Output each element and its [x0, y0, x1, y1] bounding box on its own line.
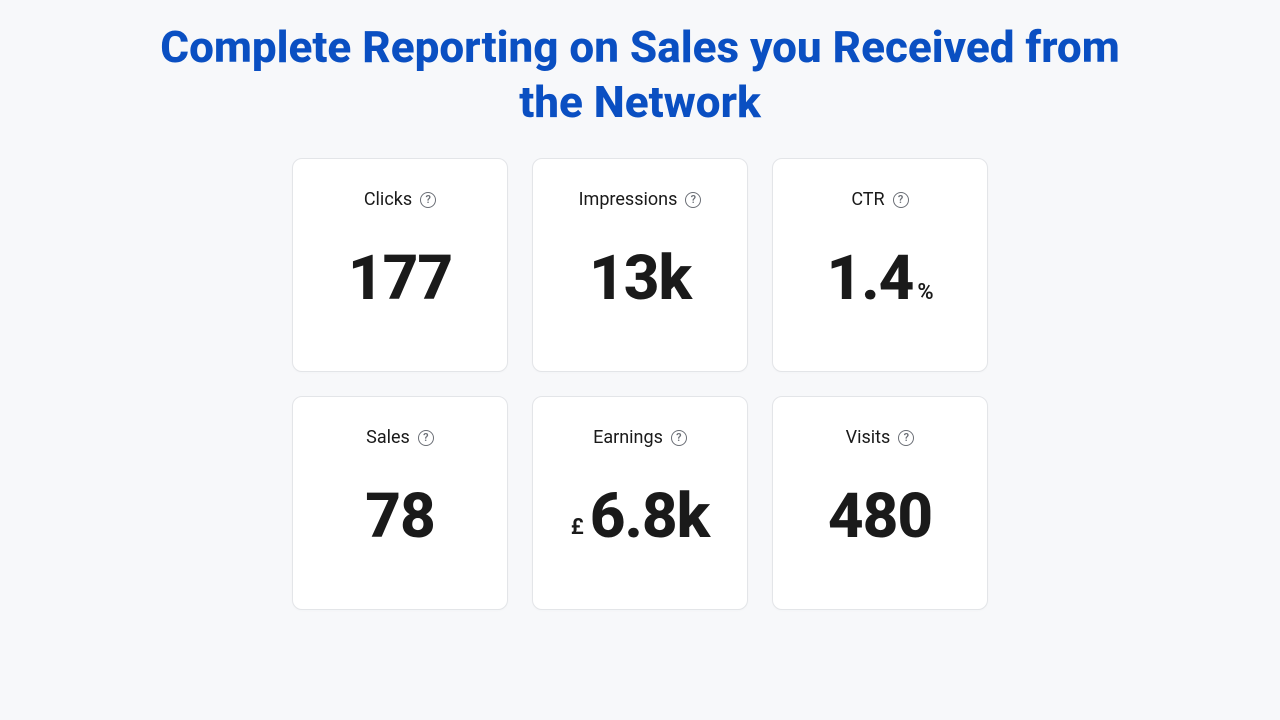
card-value-row: 1.4 % [826, 248, 933, 310]
card-value: 13k [589, 248, 691, 310]
card-value: 177 [348, 248, 452, 310]
card-value-row: £ 6.8k [571, 486, 709, 548]
card-value: 480 [828, 486, 932, 548]
metric-card-sales: Sales ? 78 [292, 396, 508, 610]
help-icon[interactable]: ? [420, 192, 436, 208]
card-header: Visits ? [846, 427, 915, 448]
card-value-row: 177 [348, 248, 452, 310]
card-value: 6.8k [590, 486, 709, 548]
card-label: CTR [851, 189, 884, 210]
help-icon[interactable]: ? [671, 430, 687, 446]
metric-card-clicks: Clicks ? 177 [292, 158, 508, 372]
help-icon[interactable]: ? [418, 430, 434, 446]
card-suffix: % [917, 280, 933, 305]
metrics-grid: Clicks ? 177 Impressions ? 13k CTR ? 1.4… [0, 158, 1280, 610]
card-value: 1.4 [826, 248, 913, 310]
card-label: Earnings [593, 427, 663, 448]
card-value-row: 13k [589, 248, 691, 310]
card-header: Earnings ? [593, 427, 687, 448]
card-label: Visits [846, 427, 891, 448]
card-label: Clicks [364, 189, 412, 210]
metric-card-ctr: CTR ? 1.4 % [772, 158, 988, 372]
card-header: Clicks ? [364, 189, 436, 210]
help-icon[interactable]: ? [893, 192, 909, 208]
help-icon[interactable]: ? [898, 430, 914, 446]
metric-card-impressions: Impressions ? 13k [532, 158, 748, 372]
page-title: Complete Reporting on Sales you Received… [140, 0, 1140, 130]
card-header: Sales ? [366, 427, 434, 448]
card-value-row: 480 [828, 486, 932, 548]
metric-card-earnings: Earnings ? £ 6.8k [532, 396, 748, 610]
card-value: 78 [365, 486, 435, 548]
help-icon[interactable]: ? [685, 192, 701, 208]
card-prefix: £ [571, 515, 584, 540]
card-header: Impressions ? [579, 189, 702, 210]
metric-card-visits: Visits ? 480 [772, 396, 988, 610]
card-value-row: 78 [365, 486, 435, 548]
card-label: Sales [366, 427, 410, 448]
card-header: CTR ? [851, 189, 908, 210]
card-label: Impressions [579, 189, 678, 210]
